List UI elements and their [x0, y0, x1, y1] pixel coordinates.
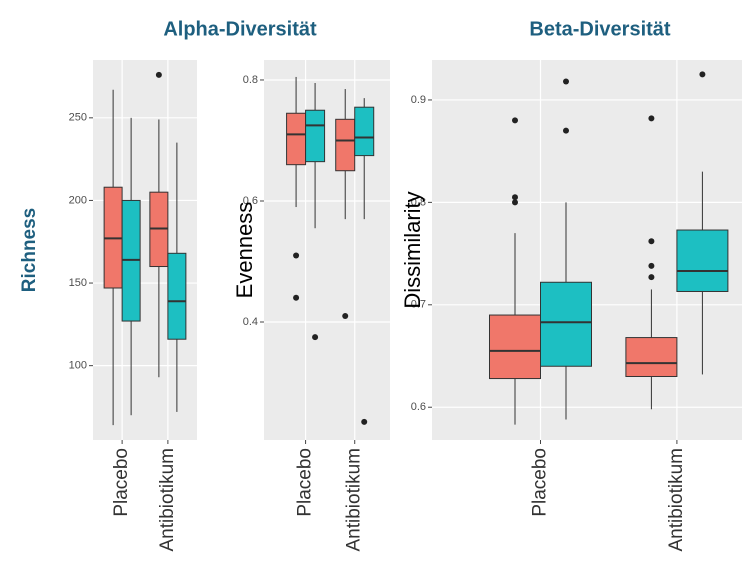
outlier	[293, 252, 300, 259]
y-tick-label: 0.6	[243, 195, 258, 207]
heading: Beta-Diversität	[529, 18, 671, 40]
outlier	[293, 294, 300, 301]
heading: Alpha-Diversität	[163, 18, 317, 40]
outlier	[512, 194, 518, 201]
outlier	[312, 334, 319, 341]
y-tick-label: 150	[69, 277, 87, 289]
y-axis-label: Dissimilarity	[400, 191, 425, 308]
box	[286, 112, 307, 166]
outlier	[155, 71, 162, 78]
outlier	[563, 78, 569, 85]
y-tick-label: 0.7	[411, 299, 426, 311]
y-tick-label: 0.9	[411, 94, 426, 106]
y-axis-label: Evenness	[232, 202, 257, 299]
y-tick-label: 0.4	[243, 316, 258, 328]
x-tick-label: Antibiotikum	[666, 448, 687, 552]
y-tick-label: 100	[69, 360, 87, 372]
outlier	[361, 418, 368, 425]
outlier	[699, 71, 706, 78]
box	[167, 252, 187, 340]
x-tick-label: Placebo	[295, 448, 316, 517]
x-tick-label: Antibiotikum	[157, 448, 178, 552]
outlier	[512, 199, 518, 206]
x-tick-label: Placebo	[530, 448, 551, 517]
y-axis-label: Richness	[19, 208, 40, 292]
outlier	[512, 117, 518, 124]
box	[489, 314, 541, 380]
outlier	[648, 238, 655, 245]
box	[354, 106, 375, 157]
box	[335, 118, 356, 172]
x-tick-label: Placebo	[111, 448, 132, 517]
y-tick-label: 0.8	[243, 74, 258, 86]
outlier	[648, 274, 655, 281]
box	[625, 337, 678, 377]
box	[540, 281, 592, 367]
y-tick-label: 250	[69, 112, 87, 124]
y-tick-label: 200	[69, 194, 87, 206]
outlier	[648, 115, 655, 122]
outlier	[342, 312, 349, 319]
y-tick-label: 0.6	[411, 401, 426, 413]
box	[305, 109, 326, 163]
x-tick-label: Antibiotikum	[344, 448, 365, 552]
outlier	[563, 127, 569, 134]
box	[676, 229, 729, 292]
y-tick-label: 0.8	[411, 196, 426, 208]
outlier	[648, 262, 655, 269]
